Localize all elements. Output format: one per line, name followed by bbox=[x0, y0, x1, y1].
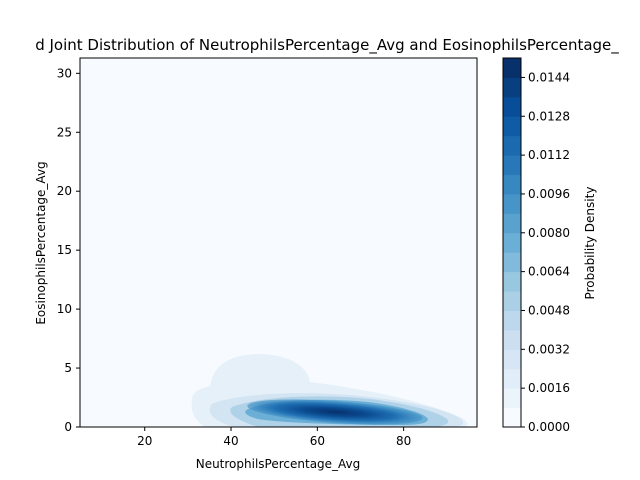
y-tick-label: 5 bbox=[64, 361, 72, 375]
colorbar-ticks: 0.0000 0.0016 0.0032 0.0048 0.0064 0.0080 0.00… bbox=[521, 70, 570, 434]
colorbar-level bbox=[503, 252, 521, 273]
colorbar-tick-label: 0.0048 bbox=[528, 303, 570, 317]
colorbar-level bbox=[503, 388, 521, 409]
chart-title: d Joint Distribution of NeutrophilsPerce… bbox=[35, 36, 619, 55]
colorbar-level bbox=[503, 407, 521, 428]
colorbar-level bbox=[503, 96, 521, 117]
colorbar-level bbox=[503, 135, 521, 156]
colorbar-tick-label: 0.0000 bbox=[528, 420, 570, 434]
colorbar-level bbox=[503, 232, 521, 253]
x-tick-label: 20 bbox=[137, 434, 152, 448]
colorbar bbox=[503, 58, 521, 428]
colorbar-tick-label: 0.0096 bbox=[528, 187, 570, 201]
plot-frame bbox=[79, 57, 478, 428]
density-peak bbox=[247, 399, 423, 425]
colorbar-level bbox=[503, 213, 521, 234]
y-tick-label: 20 bbox=[57, 184, 72, 198]
x-tick-label: 60 bbox=[310, 434, 325, 448]
colorbar-level bbox=[503, 349, 521, 370]
colorbar-tick-label: 0.0144 bbox=[528, 70, 570, 84]
y-tick-label: 0 bbox=[64, 420, 72, 434]
colorbar-tick-label: 0.0080 bbox=[528, 226, 570, 240]
x-axis-ticks: 20 40 60 80 bbox=[137, 427, 411, 448]
colorbar-level bbox=[503, 329, 521, 350]
colorbar-level bbox=[503, 310, 521, 331]
y-axis-label: EosinophilsPercentage_Avg bbox=[34, 161, 48, 324]
y-axis-ticks: 0 5 10 15 20 25 30 bbox=[57, 66, 80, 434]
colorbar-level bbox=[503, 193, 521, 214]
colorbar-tick-label: 0.0128 bbox=[528, 109, 570, 123]
colorbar-level bbox=[503, 291, 521, 311]
colorbar-tick-label: 0.0064 bbox=[528, 265, 570, 279]
colorbar-frame bbox=[502, 57, 522, 428]
colorbar-level bbox=[503, 77, 521, 98]
colorbar-tick-label: 0.0112 bbox=[528, 148, 570, 162]
colorbar-tick-label: 0.0016 bbox=[528, 381, 570, 395]
colorbar-tick-label: 0.0032 bbox=[528, 342, 570, 356]
y-tick-label: 30 bbox=[57, 66, 72, 80]
colorbar-level bbox=[503, 271, 521, 292]
colorbar-level bbox=[503, 368, 521, 389]
colorbar-label: Probability Density bbox=[583, 187, 597, 300]
y-tick-label: 25 bbox=[57, 125, 72, 139]
density-contours bbox=[191, 354, 468, 427]
colorbar-level bbox=[503, 58, 521, 78]
x-axis-label: NeutrophilsPercentage_Avg bbox=[196, 457, 361, 471]
colorbar-level bbox=[503, 155, 521, 176]
y-tick-label: 15 bbox=[57, 243, 72, 257]
colorbar-level bbox=[503, 116, 521, 137]
x-tick-label: 80 bbox=[396, 434, 411, 448]
y-tick-label: 10 bbox=[57, 302, 72, 316]
x-tick-label: 40 bbox=[223, 434, 238, 448]
colorbar-level bbox=[503, 174, 521, 195]
